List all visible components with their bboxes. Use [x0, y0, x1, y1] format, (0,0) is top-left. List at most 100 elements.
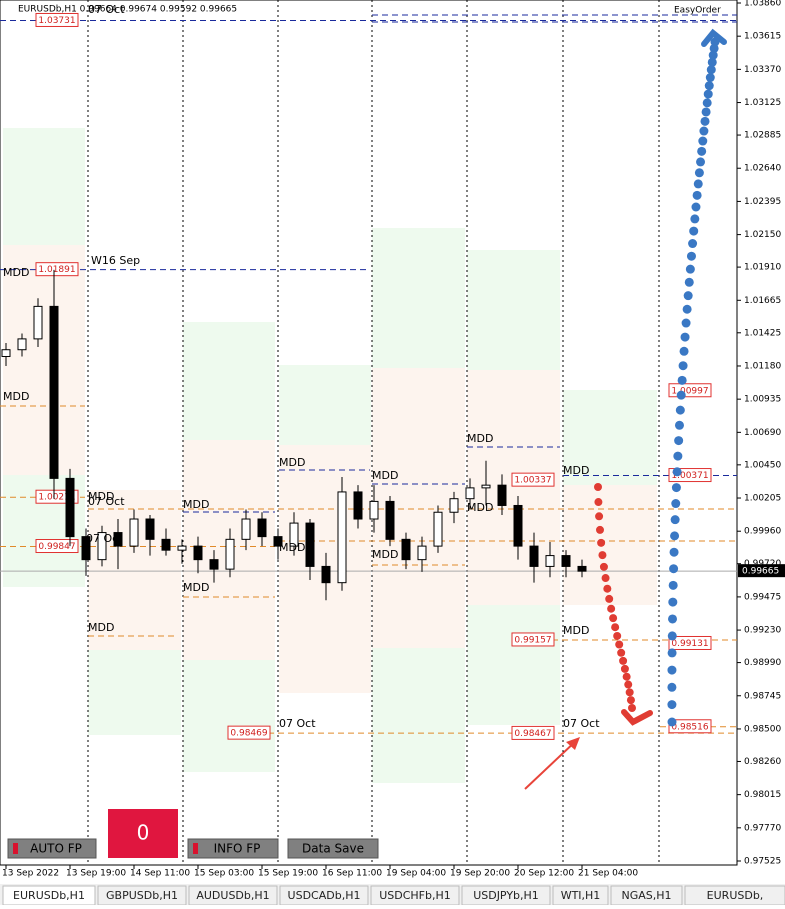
- arrow-dot: [667, 665, 677, 675]
- annotation: 07 Oct: [563, 717, 600, 730]
- candle-body: [577, 565, 587, 572]
- candle-body: [241, 518, 251, 540]
- arrow-dot: [700, 116, 710, 126]
- arrow-dot: [679, 346, 689, 356]
- button[interactable]: [7, 838, 97, 859]
- y-tick-label: 1.00690: [744, 428, 781, 438]
- red-arrow-head: [566, 737, 580, 750]
- price-box-label: 1.00337: [514, 476, 551, 486]
- arrow-dot: [697, 146, 707, 156]
- arrow-dot: [671, 499, 681, 509]
- candle-body: [1, 349, 11, 357]
- candle-body: [49, 305, 59, 479]
- arrow-dot: [682, 304, 692, 314]
- annotation: MDD: [3, 390, 29, 403]
- zone: [3, 245, 85, 475]
- arrow-dot: [599, 562, 608, 571]
- tab-label[interactable]: AUDUSDb,H1: [196, 889, 269, 902]
- tab-label[interactable]: USDJPYb,H1: [473, 889, 539, 902]
- arrow-dot: [595, 512, 604, 521]
- arrow-dot: [611, 623, 620, 632]
- y-tick-label: 1.02150: [744, 230, 781, 240]
- y-tick-label: 1.01665: [744, 296, 781, 306]
- tab-label[interactable]: USDCADb,H1: [288, 889, 361, 902]
- zone: [279, 365, 371, 445]
- annotation: MDD: [88, 490, 114, 503]
- red-arrow-head: [621, 709, 653, 726]
- zone: [467, 250, 560, 370]
- price-box-label: 1.01891: [38, 265, 75, 275]
- tab-label[interactable]: EURUSDb,H1: [13, 889, 85, 902]
- y-tick-label: 0.99475: [744, 592, 781, 602]
- price-box-label: 1.03731: [38, 16, 75, 26]
- candle-body: [225, 538, 235, 570]
- zone: [467, 605, 560, 725]
- candle-body: [433, 511, 443, 547]
- tab-label[interactable]: GBPUSDb,H1: [106, 889, 178, 902]
- arrow-dot: [669, 564, 679, 574]
- tab-label[interactable]: USDCHFb,H1: [379, 889, 451, 902]
- y-tick-label: 0.99960: [744, 527, 781, 537]
- y-tick-label: 1.00935: [744, 395, 781, 405]
- candle-body: [369, 500, 379, 520]
- zone: [467, 370, 560, 605]
- arrow-dot: [668, 580, 678, 590]
- price-box-label: 1.00211: [38, 493, 75, 503]
- candle-body: [305, 522, 315, 567]
- button-label[interactable]: AUTO FP: [30, 842, 82, 856]
- arrow-dot: [707, 57, 717, 67]
- annotation: MDD: [563, 624, 589, 637]
- arrow-dot: [594, 498, 603, 507]
- tab-label[interactable]: NGAS,H1: [621, 889, 671, 902]
- price-box: [227, 725, 271, 740]
- arrow-dot: [692, 190, 702, 200]
- candle-body: [129, 518, 139, 547]
- price-box-label: 0.98467: [514, 729, 551, 739]
- candle-body: [513, 504, 523, 547]
- candle-body: [465, 487, 475, 500]
- arrow-dot: [674, 436, 684, 446]
- tab-label[interactable]: EURUSDb,: [707, 889, 764, 902]
- arrow-dot: [684, 277, 694, 287]
- arrow-dot: [626, 696, 635, 705]
- x-tick-label: 16 Sep 11:00: [322, 869, 382, 879]
- candle-body: [321, 565, 331, 584]
- arrow-dot: [668, 614, 678, 624]
- arrow-dot: [601, 574, 610, 583]
- arrow-dot: [597, 538, 606, 547]
- annotation: MDD: [372, 548, 398, 561]
- zone: [88, 650, 181, 735]
- arrow-dot: [605, 594, 614, 603]
- x-tick-label: 14 Sep 11:00: [130, 869, 190, 879]
- candle-body: [145, 518, 155, 540]
- y-tick-label: 1.00205: [744, 494, 781, 504]
- arrow-dot: [706, 65, 716, 75]
- y-tick-label: 1.03125: [744, 98, 781, 108]
- y-tick-label: 0.98260: [744, 757, 781, 767]
- arrow-dot: [683, 291, 693, 301]
- price-box: [511, 472, 555, 487]
- button[interactable]: [187, 838, 279, 859]
- arrow-dot: [595, 525, 604, 534]
- annotation: MDD: [279, 541, 305, 554]
- annotation: MDD: [183, 498, 209, 511]
- arrow-dot: [690, 214, 700, 224]
- y-tick-label: 0.97770: [744, 823, 781, 833]
- candle-body: [385, 500, 395, 540]
- button-label[interactable]: Data Save: [302, 842, 364, 856]
- blue-arrow-head: [701, 28, 727, 47]
- y-tick-label: 1.01425: [744, 328, 781, 338]
- arrow-dot: [624, 680, 633, 689]
- button-label[interactable]: INFO FP: [214, 842, 261, 856]
- price-box: [35, 12, 79, 27]
- y-tick-label: 0.99230: [744, 626, 781, 636]
- y-tick-label: 0.98990: [744, 658, 781, 668]
- y-tick-label: 1.03370: [744, 65, 781, 75]
- y-tick-label: 1.01910: [744, 263, 781, 273]
- y-tick-label: 1.01180: [744, 361, 781, 371]
- button[interactable]: [287, 838, 379, 859]
- arrow-dot: [681, 318, 691, 328]
- tab-label[interactable]: WTI,H1: [561, 889, 601, 902]
